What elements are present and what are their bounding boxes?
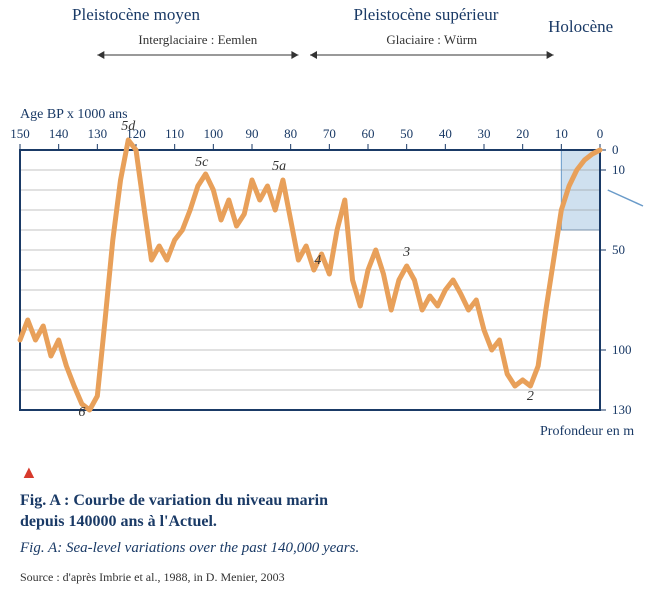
x-tick-label: 60 [362,126,375,141]
series-point-label: 5d [121,119,136,134]
x-tick-label: 20 [516,126,529,141]
x-tick-label: 140 [49,126,69,141]
period-holocene: Holocène [548,17,613,36]
x-tick-label: 80 [284,126,297,141]
x-tick-label: 150 [10,126,30,141]
caption-title-1: Fig. A : Courbe de variation du niveau m… [20,490,328,512]
series-point-label: 5c [195,155,209,170]
period-sublabel: Glaciaire : Würm [386,32,477,47]
caption-marker: ▲ [20,462,38,483]
period-moyen: Pleistocène moyen [72,5,200,24]
x-tick-label: 0 [597,126,604,141]
series-point-label: 4 [314,253,321,268]
y-tick-label: 100 [612,342,632,357]
y-tick-label: 130 [612,402,632,417]
period-superieur: Pleistocène supérieur [354,5,499,24]
x-tick-label: 10 [555,126,568,141]
x-tick-label: 50 [400,126,413,141]
series-point-label: 3 [402,245,410,260]
x-tick-label: 100 [204,126,224,141]
y-tick-label: 0 [612,142,619,157]
y-tick-label: 50 [612,242,625,257]
period-sublabel: Interglaciaire : Eemlen [138,32,257,47]
caption-subtitle: Fig. A: Sea-level variations over the pa… [20,538,359,558]
x-axis-title: Age BP x 1000 ans [20,107,128,122]
series-point-label: 5a [272,159,286,174]
series-point-label: 6 [78,405,85,420]
sea-level-curve [20,140,600,410]
x-tick-label: 40 [439,126,452,141]
caption-source: Source : d'après Imbrie et al., 1988, in… [20,570,285,585]
caption-title-2: depuis 140000 ans à l'Actuel. [20,511,217,533]
series-point-label: 2 [527,389,534,404]
x-tick-label: 90 [246,126,259,141]
y-axis-title: Profondeur en m [540,424,634,439]
x-tick-label: 70 [323,126,336,141]
x-tick-label: 30 [478,126,491,141]
x-tick-label: 130 [88,126,108,141]
x-tick-label: 110 [165,126,184,141]
sea-level-chart: 1501401301201101009080706050403020100Age… [0,0,645,440]
y-tick-label: 10 [612,162,625,177]
